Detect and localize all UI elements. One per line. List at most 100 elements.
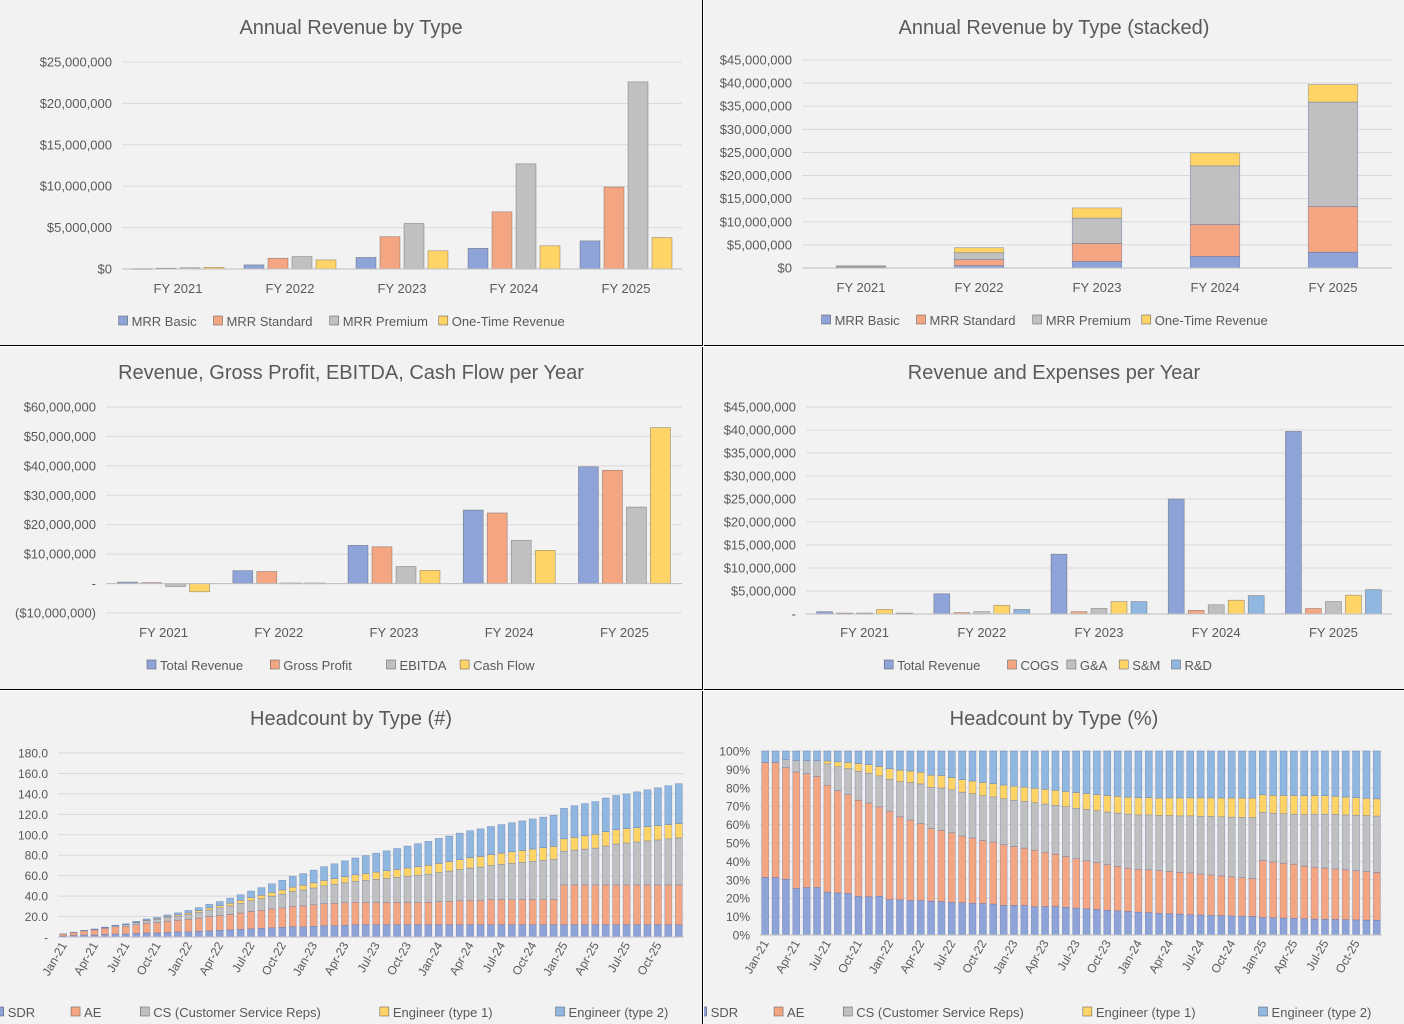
bar-ae: [1093, 862, 1101, 910]
legend-label-mrr-standard: MRR Standard: [227, 314, 313, 329]
bar-ae: [560, 884, 568, 925]
legend-label-cs-customer-service-reps: CS (Customer Service Reps): [856, 1005, 1024, 1020]
bar-cogs: [1305, 608, 1322, 615]
x-tick-label: Apr-22: [897, 937, 927, 975]
bar-ebitda: [510, 540, 532, 584]
x-tick-label: Apr-25: [572, 939, 602, 977]
bar-sdr: [1373, 920, 1381, 936]
bar-ae: [111, 926, 120, 935]
bar-cs-customer-service-reps: [403, 875, 412, 903]
legend-label-engineer-type-2: Engineer (type 2): [1272, 1005, 1372, 1020]
bar-engineer-type-1: [309, 882, 318, 889]
bar-engineer-type-1: [833, 761, 842, 767]
y-tick-label: ($10,000,000): [15, 606, 96, 621]
bar-ae: [236, 912, 245, 930]
bar-ae: [1196, 873, 1205, 916]
bar-ae: [674, 884, 683, 925]
x-tick-label: Jul-24: [480, 939, 509, 975]
bar-cs-customer-service-reps: [142, 920, 151, 924]
bar-mrr-standard: [953, 259, 1005, 266]
legend-label-g-a: G&A: [1080, 658, 1108, 673]
bar-sdr: [1290, 918, 1298, 936]
legend-swatch-s-m: [1118, 659, 1129, 670]
bar-ae: [1352, 870, 1360, 921]
bar-mrr-premium: [627, 81, 649, 270]
y-tick-label: $10,000,000: [40, 179, 112, 194]
legend-swatch-cs-customer-service-reps: [140, 1006, 150, 1017]
bar-sdr: [927, 900, 935, 936]
bar-engineer-type-2: [320, 866, 328, 881]
y-tick-label: $0: [778, 261, 792, 276]
chart-revenue-expenses: Revenue and Expenses per Year - $5,000,000…: [704, 347, 1404, 690]
y-tick-label: 180.0: [18, 747, 48, 761]
bar-sdr: [341, 924, 349, 938]
bar-ae: [288, 906, 297, 928]
bar-engineer-type-1: [1155, 797, 1163, 816]
bar-cs-customer-service-reps: [1362, 815, 1371, 872]
bar-engineer-type-1: [612, 829, 620, 845]
bar-engineer-type-2: [1269, 750, 1277, 796]
bar-engineer-type-1: [948, 777, 956, 791]
bar-cs-customer-service-reps: [1041, 803, 1049, 853]
y-tick-label: $20,000,000: [720, 168, 792, 183]
bar-engineer-type-1: [570, 837, 579, 851]
legend-label-mrr-standard: MRR Standard: [930, 313, 1016, 328]
bar-engineer-type-1: [1269, 795, 1277, 814]
bar-cs-customer-service-reps: [1020, 801, 1029, 849]
bar-sdr: [885, 899, 894, 936]
x-tick-label: Jan-23: [990, 937, 1021, 976]
y-tick-label: 40.0: [25, 890, 49, 904]
bar-ae: [1176, 872, 1184, 915]
bar-engineer-type-1: [424, 865, 433, 875]
bar-sdr: [1155, 913, 1163, 936]
bar-sdr: [549, 924, 558, 938]
bar-cs-customer-service-reps: [664, 838, 673, 886]
bar-sdr: [601, 924, 610, 938]
bar-ae: [1062, 856, 1070, 908]
bar-engineer-type-1: [1248, 797, 1257, 818]
x-tick-label: FY 2024: [1192, 625, 1241, 640]
bar-sdr: [1269, 917, 1277, 936]
bar-ae: [1134, 868, 1143, 913]
bar-engineer-type-1: [226, 903, 234, 907]
y-tick-label: $60,000,000: [24, 400, 96, 415]
bar-ae: [958, 835, 966, 903]
legend-swatch-engineer-type-2: [555, 1006, 565, 1017]
bar-sdr: [1331, 919, 1340, 936]
bar-mrr-standard: [1307, 206, 1359, 253]
y-tick-label: -: [92, 576, 96, 591]
bar-cs-customer-service-reps: [1165, 815, 1174, 872]
bar-cs-customer-service-reps: [1103, 811, 1112, 865]
bar-cs-customer-service-reps: [1207, 816, 1215, 876]
legend-label-total-revenue: Total Revenue: [160, 658, 243, 673]
bar-engineer-type-2: [435, 838, 443, 864]
bar-ae: [508, 899, 516, 925]
bar-engineer-type-2: [591, 801, 600, 835]
bar-engineer-type-1: [654, 825, 662, 841]
bar-cogs: [1187, 610, 1205, 615]
bar-ae: [1010, 846, 1018, 906]
y-tick-label: 20%: [726, 892, 750, 906]
bar-cs-customer-service-reps: [844, 768, 852, 795]
bar-engineer-type-1: [1176, 797, 1184, 817]
bar-cs-customer-service-reps: [163, 917, 172, 922]
bar-sdr: [351, 924, 360, 938]
bar-sdr: [435, 924, 443, 938]
chart-headcount-percent: Headcount by Type (%) 0% 10% 20% 30% 40% 50% 60…: [704, 691, 1404, 1024]
bar-ae: [132, 924, 141, 934]
bar-engineer-type-2: [1020, 750, 1029, 788]
bar-engineer-type-1: [382, 870, 391, 879]
x-tick-label: Apr-24: [447, 939, 477, 977]
bar-sdr: [382, 924, 391, 938]
legend-swatch-ae: [773, 1006, 784, 1017]
bar-ae: [1186, 872, 1194, 915]
bar-sdr: [570, 924, 579, 938]
bar-sdr: [761, 877, 769, 936]
bar-cs-customer-service-reps: [1227, 816, 1236, 878]
bar-cs-customer-service-reps: [896, 781, 904, 818]
bar-engineer-type-2: [372, 852, 381, 873]
bar-engineer-type-1: [1165, 797, 1174, 816]
bar-sdr: [466, 924, 474, 938]
x-tick-label: Oct-24: [1208, 937, 1238, 975]
bar-sdr: [1248, 916, 1257, 936]
